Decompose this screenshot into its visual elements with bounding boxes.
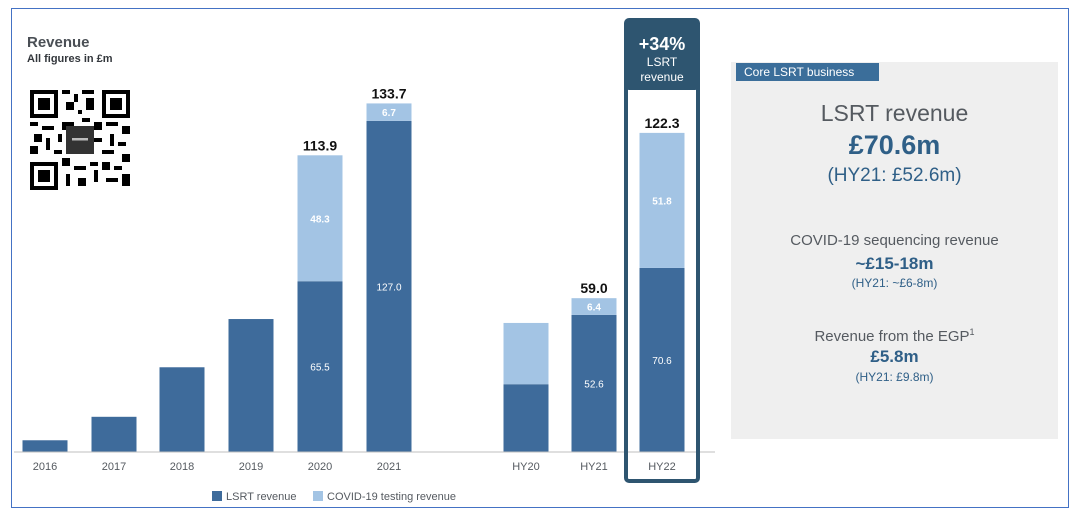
bar-covid-HY20 [503, 322, 549, 385]
bar-lsrt-2020 [297, 281, 343, 452]
bar-lsrt-2018 [159, 367, 205, 452]
bar-lsrt-2017 [91, 416, 137, 452]
x-tick-label-HY22: HY22 [648, 461, 676, 473]
segment-label-lsrt-2020: 65.5 [310, 363, 330, 374]
x-tick-label-HY21: HY21 [580, 461, 608, 473]
total-label-2020: 113.9 [303, 137, 337, 153]
covid-revenue-label: COVID-19 sequencing revenue [790, 232, 999, 249]
highlight-growth: +34% [639, 34, 686, 54]
bar-covid-HY22 [639, 132, 685, 268]
segment-label-lsrt-HY22: 70.6 [652, 356, 672, 367]
x-tick-label-2019: 2019 [239, 461, 263, 473]
total-label-HY21: 59.0 [580, 280, 607, 296]
egp-footnote: 1 [969, 327, 975, 337]
legend-swatch-covid [313, 491, 323, 501]
bar-lsrt-2021 [366, 120, 412, 453]
bar-lsrt-2019 [228, 319, 274, 452]
covid-revenue-value: ~£15-18m [855, 254, 934, 273]
x-tick-label-2021: 2021 [377, 461, 401, 473]
bar-covid-HY21 [571, 298, 617, 315]
bar-lsrt-HY20 [503, 384, 549, 452]
lsrt-revenue-prior: (HY21: £52.6m) [827, 165, 962, 186]
segment-label-covid-2021: 6.7 [382, 108, 396, 119]
lsrt-revenue-value: £70.6m [848, 130, 941, 160]
segment-label-lsrt-HY21: 52.6 [584, 379, 604, 390]
lsrt-revenue-label: LSRT revenue [820, 100, 969, 126]
bar-lsrt-HY21 [571, 314, 617, 452]
legend-item-lsrt: LSRT revenue [212, 490, 297, 504]
total-label-2021: 133.7 [371, 85, 406, 101]
slide-frame [11, 8, 1069, 508]
segment-label-lsrt-2021: 127.0 [376, 282, 401, 293]
egp-revenue-label: Revenue from the EGP1 [814, 327, 975, 345]
legend-item-covid: COVID-19 testing revenue [313, 490, 456, 504]
segment-label-covid-HY22: 51.8 [652, 196, 672, 207]
x-tick-label-2017: 2017 [102, 461, 126, 473]
segment-label-covid-HY21: 6.4 [587, 303, 601, 314]
core-lsrt-panel [731, 62, 1058, 439]
x-tick-label-2016: 2016 [33, 461, 57, 473]
egp-revenue-value: £5.8m [870, 347, 919, 366]
chart-subtitle: All figures in £m [27, 53, 113, 65]
qr-code-icon [30, 90, 130, 190]
bar-covid-2021 [366, 103, 412, 121]
x-tick-label-2020: 2020 [308, 461, 332, 473]
chart-title: Revenue [27, 34, 90, 51]
bar-covid-2020 [297, 155, 343, 282]
legend-swatch-lsrt [212, 491, 222, 501]
segment-label-covid-2020: 48.3 [310, 214, 330, 225]
total-label-HY22: 122.3 [644, 115, 679, 131]
panel-tag: Core LSRT business [736, 63, 879, 81]
x-tick-label-2018: 2018 [170, 461, 194, 473]
bar-lsrt-HY22 [639, 267, 685, 452]
egp-revenue-prior: (HY21: £9.8m) [855, 370, 934, 384]
highlight-line1: LSRT [647, 55, 678, 69]
bar-lsrt-2016 [22, 440, 68, 452]
highlight-line2: revenue [640, 70, 684, 84]
highlight-header [626, 20, 698, 90]
covid-revenue-prior: (HY21: ~£6-8m) [851, 276, 938, 290]
x-tick-label-HY20: HY20 [512, 461, 540, 473]
